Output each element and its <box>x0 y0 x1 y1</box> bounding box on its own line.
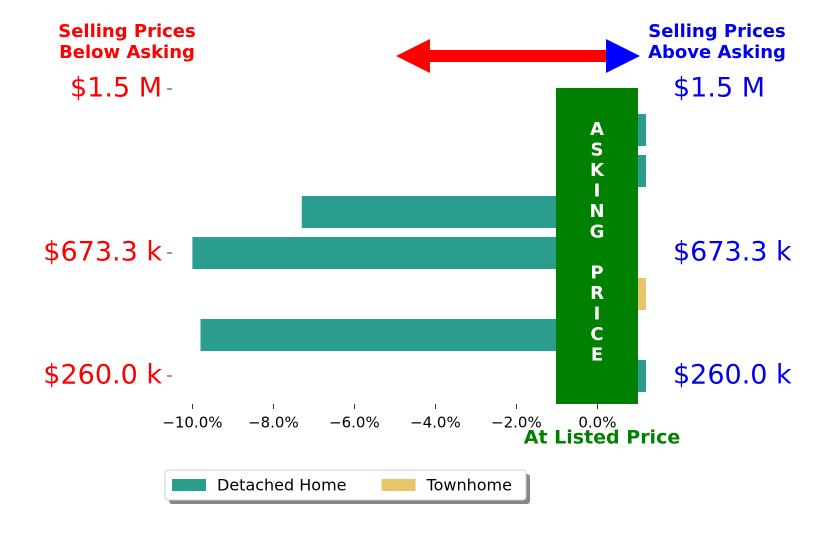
arrow-left <box>396 39 606 73</box>
bar <box>200 319 598 351</box>
x-tick-label: −4.0% <box>410 414 461 432</box>
legend-swatch <box>381 479 416 491</box>
y-tick-label: $673.3 k <box>43 237 162 268</box>
y-tick-label: $1.5 M <box>70 73 162 104</box>
x-tick-label: −8.0% <box>248 414 299 432</box>
x-tick-label: −10.0% <box>162 414 222 432</box>
y-tick-label-right: $673.3 k <box>673 237 792 268</box>
x-tick-label: −2.0% <box>491 414 542 432</box>
right-header: Above Asking <box>648 42 786 63</box>
y-tick-label-right: $1.5 M <box>673 73 765 104</box>
bar <box>192 237 598 269</box>
y-tick-label-right: $260.0 k <box>673 360 792 391</box>
right-header: Selling Prices <box>648 21 785 42</box>
legend-label: Townhome <box>426 476 512 495</box>
x-tick-label: 0.0% <box>578 414 616 432</box>
asking-box <box>556 88 638 404</box>
arrow-right <box>606 39 640 73</box>
x-annotation: At Listed Price <box>524 427 680 449</box>
x-tick-label: −6.0% <box>329 414 380 432</box>
legend-swatch <box>172 479 206 491</box>
bar <box>301 196 598 228</box>
left-header: Selling Prices <box>58 21 195 42</box>
y-tick-label: $260.0 k <box>43 360 162 391</box>
legend-label: Detached Home <box>217 476 347 495</box>
legend <box>164 469 527 501</box>
left-header: Below Asking <box>59 42 195 63</box>
